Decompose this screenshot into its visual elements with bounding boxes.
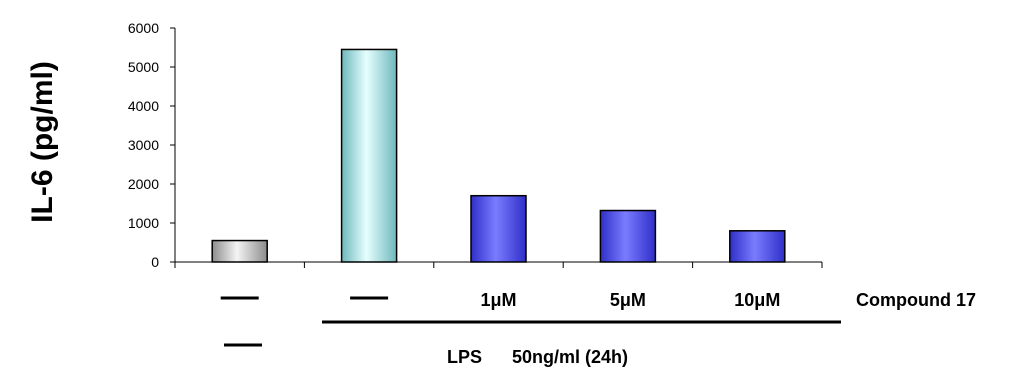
x-tick-label-5: 10μM <box>734 290 780 310</box>
y-tick-label: 5000 <box>128 59 159 75</box>
bars <box>211 48 786 263</box>
y-axis: 0 1000 2000 3000 4000 5000 6000 <box>128 20 176 270</box>
y-tick-label: 4000 <box>128 98 159 114</box>
bar-2 <box>340 48 398 263</box>
bar-4 <box>599 209 657 263</box>
x-tick-label-4: 5μM <box>610 290 646 310</box>
y-axis-label: IL-6 (pg/ml) <box>26 61 59 223</box>
bar-5 <box>729 230 786 263</box>
bar-3 <box>470 194 527 263</box>
y-tick-label: 3000 <box>128 137 159 153</box>
lps-label: LPS <box>447 347 482 367</box>
lps-dose: 50ng/ml (24h) <box>512 347 628 367</box>
y-tick-label: 0 <box>151 254 159 270</box>
x-axis <box>174 261 823 268</box>
compound-label: Compound 17 <box>856 290 976 310</box>
y-tick-label: 1000 <box>128 215 159 231</box>
x-tick-label-3: 1μM <box>480 290 516 310</box>
bar-1 <box>211 239 268 263</box>
y-tick-label: 2000 <box>128 176 159 192</box>
compound-row: 1μM 5μM 10μM <box>220 290 780 310</box>
y-tick-label: 6000 <box>128 20 159 36</box>
